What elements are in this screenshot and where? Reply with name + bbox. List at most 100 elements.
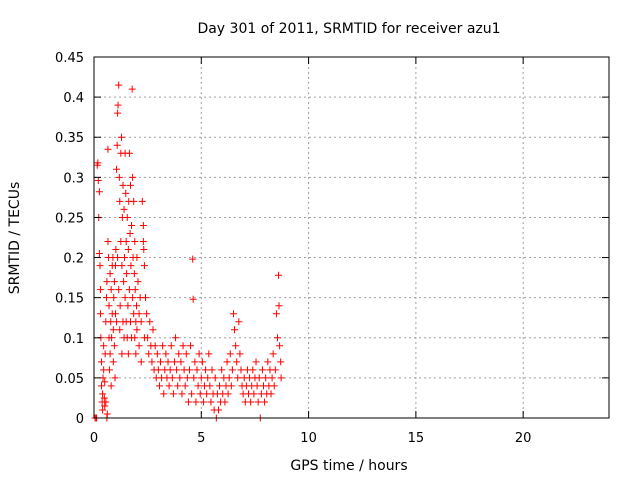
data-point bbox=[237, 366, 245, 374]
data-point bbox=[264, 358, 272, 366]
data-point bbox=[115, 286, 123, 294]
data-point bbox=[95, 188, 103, 196]
data-point bbox=[129, 294, 137, 302]
data-point bbox=[165, 382, 173, 390]
data-point bbox=[125, 149, 133, 157]
data-point bbox=[270, 382, 278, 390]
data-point bbox=[113, 165, 121, 173]
data-point bbox=[118, 262, 126, 270]
data-point bbox=[255, 374, 263, 382]
data-point bbox=[103, 410, 111, 418]
data-point bbox=[252, 358, 260, 366]
data-point bbox=[194, 382, 202, 390]
data-point bbox=[145, 350, 153, 358]
data-point bbox=[109, 358, 117, 366]
data-point bbox=[207, 398, 215, 406]
data-point bbox=[102, 398, 110, 406]
data-point bbox=[104, 238, 112, 246]
data-point bbox=[232, 342, 240, 350]
data-point bbox=[98, 382, 106, 390]
plot-frame bbox=[93, 56, 610, 419]
y-tick-label: 0.4 bbox=[63, 91, 84, 106]
data-point bbox=[166, 366, 174, 374]
data-point bbox=[202, 366, 210, 374]
data-point bbox=[198, 358, 206, 366]
data-point bbox=[190, 374, 198, 382]
data-point bbox=[94, 177, 102, 185]
data-point bbox=[137, 358, 145, 366]
x-tick-label: 20 bbox=[515, 431, 532, 446]
data-point bbox=[99, 390, 107, 398]
data-point bbox=[276, 342, 284, 350]
data-point bbox=[123, 270, 131, 278]
data-point bbox=[120, 278, 128, 286]
y-tick-label: 0.15 bbox=[55, 292, 84, 307]
data-point bbox=[221, 398, 229, 406]
x-tick-label: 5 bbox=[197, 431, 205, 446]
data-point bbox=[124, 350, 132, 358]
data-point bbox=[159, 342, 167, 350]
x-axis-title: GPS time / hours bbox=[290, 458, 407, 474]
data-point bbox=[106, 270, 114, 278]
data-point bbox=[154, 366, 162, 374]
data-point bbox=[114, 254, 122, 262]
x-tick-label: 10 bbox=[300, 431, 317, 446]
data-point bbox=[106, 350, 114, 358]
data-point bbox=[187, 342, 195, 350]
data-point bbox=[167, 342, 175, 350]
data-point bbox=[254, 398, 262, 406]
data-point bbox=[138, 197, 146, 205]
data-point bbox=[114, 101, 122, 109]
data-point bbox=[116, 197, 124, 205]
data-point bbox=[118, 350, 126, 358]
data-point bbox=[100, 394, 108, 402]
data-point bbox=[98, 358, 106, 366]
x-tick-label: 15 bbox=[408, 431, 425, 446]
data-point bbox=[208, 366, 216, 374]
y-tick-label: 0.2 bbox=[63, 252, 84, 267]
data-point bbox=[151, 342, 159, 350]
y-tick-label: 0.05 bbox=[55, 372, 84, 387]
data-point bbox=[228, 366, 236, 374]
data-point bbox=[146, 318, 154, 326]
data-point bbox=[115, 173, 123, 181]
y-tick-label: 0.1 bbox=[63, 332, 84, 347]
data-point bbox=[196, 390, 204, 398]
data-point bbox=[132, 302, 140, 310]
data-point bbox=[121, 294, 129, 302]
data-point bbox=[271, 366, 279, 374]
data-point bbox=[178, 390, 186, 398]
data-point bbox=[184, 398, 192, 406]
data-point bbox=[130, 270, 138, 278]
data-point bbox=[275, 271, 283, 279]
data-point bbox=[216, 382, 224, 390]
data-point bbox=[273, 334, 281, 342]
data-point bbox=[176, 374, 184, 382]
y-tick-label: 0.35 bbox=[55, 131, 84, 146]
data-point bbox=[267, 390, 275, 398]
data-point bbox=[139, 238, 147, 246]
points-layer bbox=[91, 81, 285, 422]
y-tick-label: 0.45 bbox=[55, 51, 84, 66]
data-point bbox=[107, 286, 115, 294]
data-point bbox=[179, 342, 187, 350]
data-point bbox=[218, 366, 226, 374]
data-point bbox=[199, 398, 207, 406]
data-point bbox=[135, 342, 143, 350]
data-point bbox=[204, 374, 212, 382]
data-point bbox=[111, 374, 119, 382]
data-point bbox=[188, 390, 196, 398]
data-point bbox=[128, 85, 136, 93]
data-point bbox=[160, 390, 168, 398]
data-point bbox=[123, 213, 131, 221]
data-point bbox=[247, 398, 255, 406]
data-point bbox=[140, 246, 148, 254]
data-point bbox=[153, 350, 161, 358]
data-point bbox=[122, 189, 130, 197]
data-point bbox=[157, 358, 165, 366]
data-point bbox=[96, 286, 104, 294]
data-point bbox=[149, 326, 157, 334]
data-point bbox=[128, 221, 136, 229]
